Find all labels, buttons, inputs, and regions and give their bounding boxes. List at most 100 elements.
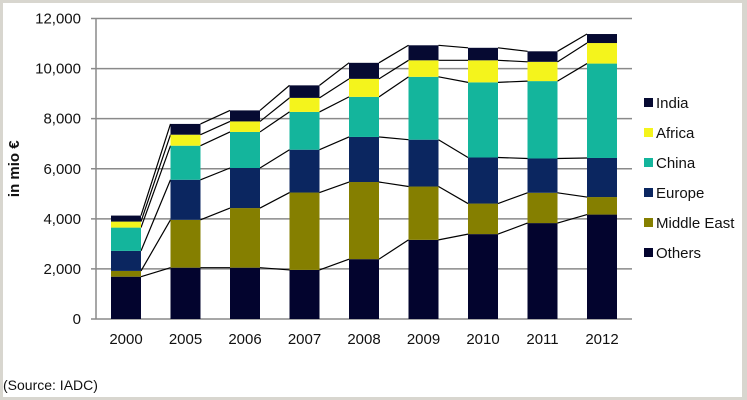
- bar-india-2007: [289, 85, 320, 98]
- series-line-africa: [497, 59, 528, 63]
- bar-middle-east-2011: [527, 192, 558, 224]
- series-line-others: [140, 267, 171, 278]
- series-line-others: [497, 222, 528, 235]
- bar-middle-east-2007: [289, 192, 320, 270]
- x-tick-label: 2005: [169, 331, 202, 348]
- legend-swatch-china: [644, 158, 653, 167]
- series-line-middle-east: [319, 181, 350, 194]
- series-line-china: [140, 145, 172, 228]
- series-line-africa: [200, 120, 231, 136]
- bar-others-2006: [230, 267, 260, 319]
- bar-china-2007: [289, 111, 320, 150]
- bar-india-2010: [468, 47, 498, 61]
- bar-india-2000: [111, 215, 141, 222]
- series-line-middle-east: [557, 192, 588, 198]
- series-line-china: [319, 96, 350, 113]
- series-line-europe: [140, 179, 172, 252]
- bar-china-2011: [527, 81, 558, 159]
- series-line-africa: [140, 134, 172, 222]
- bar-china-2000: [111, 227, 141, 251]
- series-line-others: [378, 239, 409, 260]
- series-line-others: [438, 233, 469, 241]
- series-line-europe: [438, 139, 469, 158]
- series-line-middle-east: [438, 186, 469, 205]
- bar-africa-2011: [527, 61, 558, 82]
- y-axis-label: in mio €: [6, 140, 23, 197]
- legend-swatch-europe: [644, 188, 653, 197]
- x-tick-label: 2009: [407, 331, 440, 348]
- y-tick-label: 10,000: [35, 61, 81, 78]
- series-line-africa: [319, 78, 350, 99]
- series-line-china: [200, 131, 231, 147]
- series-line-europe: [557, 157, 588, 160]
- x-tick-label: 2008: [347, 331, 380, 348]
- bar-middle-east-2010: [468, 203, 498, 235]
- series-line-africa: [259, 97, 290, 122]
- series-line-europe: [378, 136, 409, 141]
- y-tick-label: 6,000: [43, 161, 81, 178]
- bar-others-2011: [527, 223, 558, 319]
- series-line-europe: [497, 156, 528, 160]
- x-tick-label: 2000: [109, 331, 142, 348]
- bar-china-2008: [349, 96, 379, 137]
- x-tick-label: 2012: [585, 331, 618, 348]
- bar-middle-east-2005: [170, 219, 201, 268]
- legend-swatch-others: [644, 248, 653, 257]
- series-line-china: [497, 80, 528, 83]
- series-line-europe: [200, 167, 231, 181]
- x-tick-label: 2006: [228, 331, 261, 348]
- y-tick-label: 12,000: [35, 11, 81, 28]
- bar-europe-2000: [111, 250, 141, 271]
- series-line-india: [557, 33, 588, 52]
- bar-africa-2012: [587, 43, 617, 64]
- series-line-india: [378, 44, 409, 64]
- bar-india-2011: [527, 51, 558, 62]
- bar-others-2008: [349, 259, 379, 319]
- bar-europe-2011: [527, 158, 558, 193]
- bar-middle-east-2008: [349, 182, 379, 260]
- bar-india-2005: [170, 123, 201, 135]
- y-tick-label: 8,000: [43, 111, 81, 128]
- bar-others-2012: [587, 214, 617, 319]
- series-line-india: [497, 47, 528, 52]
- bar-middle-east-2009: [408, 186, 439, 240]
- series-line-india: [259, 84, 290, 111]
- source-note: (Source: IADC): [3, 377, 98, 393]
- legend-label: Middle East: [656, 215, 735, 232]
- bar-middle-east-2012: [587, 197, 617, 215]
- legend-label: Europe: [656, 185, 704, 202]
- series-line-china: [557, 63, 588, 82]
- series-line-middle-east: [259, 192, 290, 209]
- bar-india-2006: [230, 110, 260, 122]
- bar-europe-2007: [289, 149, 320, 193]
- bar-europe-2012: [587, 157, 617, 198]
- bar-middle-east-2000: [111, 270, 141, 277]
- bar-india-2008: [349, 62, 379, 79]
- legend-label: Africa: [656, 125, 695, 142]
- series-line-middle-east: [200, 207, 231, 221]
- legend-swatch-africa: [644, 128, 653, 137]
- series-line-india: [140, 123, 172, 216]
- y-tick-label: 4,000: [43, 211, 81, 228]
- legend-label: Others: [656, 245, 701, 262]
- legend-swatch-india: [644, 98, 653, 107]
- bar-china-2006: [230, 131, 260, 168]
- series-line-india: [319, 62, 350, 86]
- bar-india-2012: [587, 34, 617, 44]
- bar-africa-2005: [170, 134, 201, 146]
- x-tick-label: 2011: [526, 331, 558, 348]
- bar-europe-2009: [408, 139, 439, 187]
- legend-label: India: [656, 95, 689, 112]
- series-line-others: [319, 258, 350, 271]
- x-tick-label: 2010: [466, 331, 499, 348]
- series-line-others: [259, 267, 290, 271]
- y-tick-label: 2,000: [43, 261, 81, 278]
- series-line-others: [557, 213, 588, 224]
- bar-others-2009: [408, 239, 439, 319]
- bar-others-2005: [170, 267, 201, 319]
- series-line-china: [378, 76, 409, 98]
- bar-africa-2000: [111, 221, 141, 228]
- series-line-india: [438, 44, 469, 49]
- bar-africa-2006: [230, 121, 260, 132]
